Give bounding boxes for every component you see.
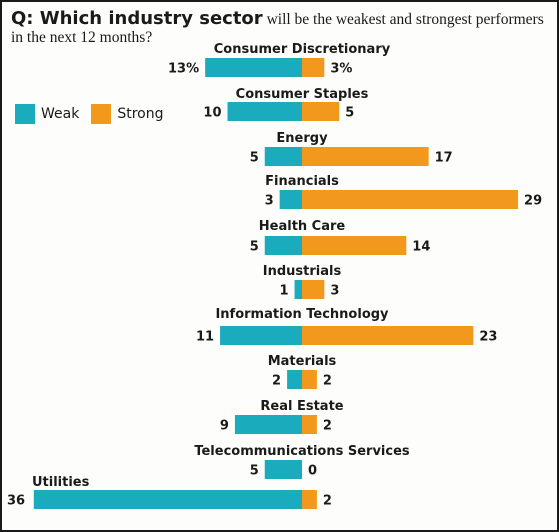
value-label-weak: 5 bbox=[250, 464, 259, 479]
bar-strong bbox=[302, 102, 340, 121]
bar-weak bbox=[264, 460, 302, 479]
value-label-weak: 36 bbox=[7, 494, 25, 509]
bar-strong bbox=[302, 490, 317, 509]
category-label: Consumer Staples bbox=[236, 87, 369, 102]
bar-strong bbox=[302, 326, 474, 345]
bar-weak bbox=[33, 490, 303, 509]
value-label-weak: 10 bbox=[203, 106, 221, 121]
category-label: Information Technology bbox=[215, 307, 389, 322]
bar-weak bbox=[227, 102, 302, 121]
bar-strong bbox=[302, 415, 317, 434]
category-label: Utilities bbox=[32, 475, 90, 490]
bar-strong bbox=[302, 58, 325, 77]
value-label-weak: 9 bbox=[220, 419, 229, 434]
bar-weak bbox=[294, 280, 302, 299]
value-label-strong: 0 bbox=[308, 464, 317, 479]
bar-strong bbox=[302, 190, 519, 209]
category-label: Industrials bbox=[263, 264, 342, 279]
chart-legend: Weak Strong bbox=[15, 103, 175, 125]
category-label: Consumer Discretionary bbox=[214, 42, 391, 57]
value-label-strong: 3 bbox=[330, 284, 339, 299]
chart-title-line-2: in the next 12 months? bbox=[11, 29, 153, 46]
value-label-weak: 2 bbox=[272, 374, 281, 389]
category-label: Telecommunications Services bbox=[194, 444, 410, 459]
value-label-weak: 3 bbox=[265, 194, 274, 209]
bar-weak bbox=[279, 190, 302, 209]
bar-weak bbox=[287, 370, 302, 389]
category-label: Materials bbox=[268, 354, 337, 369]
value-label-strong: 23 bbox=[479, 330, 497, 345]
bar-weak bbox=[264, 236, 302, 255]
bar-weak bbox=[234, 415, 302, 434]
bar-strong bbox=[302, 370, 317, 389]
title-question-rest: will be the weakest and strongest perfor… bbox=[262, 11, 544, 28]
legend-label-weak: Weak bbox=[41, 106, 80, 122]
value-label-strong: 14 bbox=[412, 240, 430, 255]
bar-strong bbox=[302, 280, 325, 299]
value-label-strong: 5 bbox=[345, 106, 354, 121]
category-label: Health Care bbox=[259, 219, 346, 234]
bar-strong bbox=[302, 147, 429, 166]
category-label: Energy bbox=[276, 131, 328, 146]
value-label-strong: 2 bbox=[323, 419, 332, 434]
value-label-strong: 2 bbox=[323, 374, 332, 389]
legend-swatch-strong bbox=[91, 104, 112, 124]
value-label-strong: 3% bbox=[330, 62, 352, 77]
bar-weak bbox=[205, 58, 302, 77]
legend-swatch-weak bbox=[15, 104, 35, 124]
value-label-weak: 5 bbox=[250, 151, 259, 166]
category-label: Financials bbox=[265, 174, 339, 189]
value-label-weak: 13% bbox=[168, 62, 199, 77]
bar-strong bbox=[302, 236, 407, 255]
legend-label-strong: Strong bbox=[117, 106, 164, 122]
bar-weak bbox=[220, 326, 302, 345]
category-label: Real Estate bbox=[260, 399, 343, 414]
title-question-bold: Q: Which industry sector bbox=[11, 8, 263, 29]
value-label-strong: 2 bbox=[323, 494, 332, 509]
chart-title-line-1: Q: Which industry sector will be the wea… bbox=[11, 8, 544, 29]
bar-weak bbox=[264, 147, 302, 166]
value-label-weak: 5 bbox=[250, 240, 259, 255]
value-label-strong: 29 bbox=[524, 194, 542, 209]
value-label-weak: 1 bbox=[280, 284, 289, 299]
value-label-weak: 11 bbox=[196, 330, 214, 345]
value-label-strong: 17 bbox=[435, 151, 453, 166]
